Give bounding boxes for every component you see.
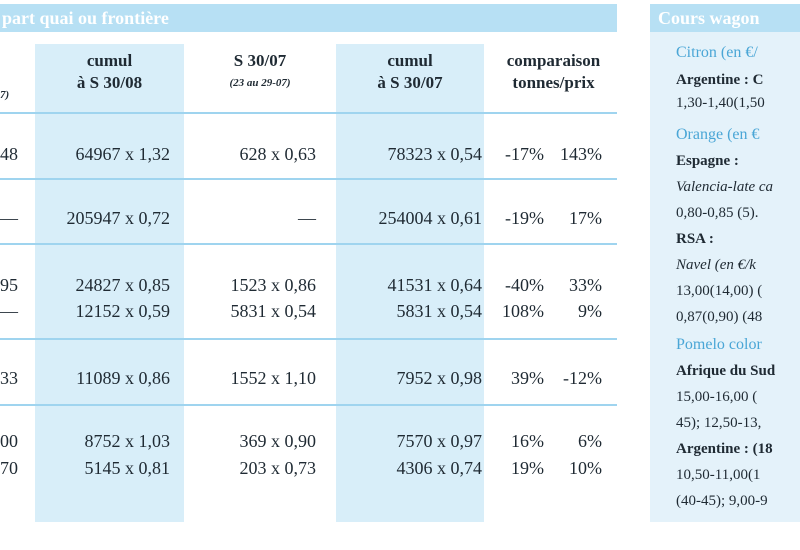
side-line: 10,50-11,00(1 [676,467,761,483]
cell: 1552 x 1,10 [230,368,317,388]
cell: 39% [511,368,544,388]
side-line: 0,80-0,85 (5). [676,205,759,221]
side-line: 13,00(14,00) ( [676,283,763,299]
column-header-2-sub: (23 au 29-07) [229,77,291,89]
column-header-3-line1: cumul [387,51,433,70]
cell: 108% [502,301,544,321]
column-header-2-line1: S 30/07 [233,51,287,70]
column-header-cumul-s3007: cumul à S 30/07 [336,50,484,94]
cell: 70 [0,458,18,478]
side-line: 1,30-1,40(1,50 [676,95,765,111]
cell: 19% [511,458,544,478]
cell: 254004 x 0,61 [378,208,483,228]
cell: 17% [569,208,602,228]
side-line: 45); 12,50-13, [676,415,762,431]
cell: 95 [0,275,18,295]
cell: 33 [0,368,18,388]
side-line: Espagne : [676,153,739,169]
cell: 41531 x 0,64 [387,275,483,295]
cell: 5145 x 0,81 [84,458,171,478]
main-section-header: part quai ou frontière [0,4,617,32]
cell: — [0,301,18,321]
side-line: Navel (en €/k [676,257,756,273]
cell: — [0,208,18,228]
cell: — [298,208,316,228]
cell: 9% [578,301,602,321]
side-line: Citron (en €/ [676,44,758,61]
row-separator [0,243,617,245]
side-line: Argentine : (18 [676,441,773,457]
cell: 10% [569,458,602,478]
cell: -12% [563,368,602,388]
column-header-0: 7) [0,84,12,106]
column-header-s3007: S 30/07 (23 au 29-07) [200,50,320,94]
column-header-4-line2: tonnes/prix [512,73,595,92]
cell: 205947 x 0,72 [66,208,171,228]
cell: 628 x 0,63 [239,144,317,164]
shaded-column-cumul-s3008 [35,44,184,522]
side-line: Afrique du Sud [676,363,776,379]
side-line: Pomelo color [676,336,762,353]
cell: 33% [569,275,602,295]
column-header-4-line1: comparaison [506,51,601,70]
side-line: (40-45); 9,00-9 [676,493,768,509]
column-header-3-line2: à S 30/07 [377,73,443,92]
cell: 16% [511,431,544,451]
side-line: 0,87(0,90) (48 [676,309,763,325]
cell: 5831 x 0,54 [230,301,317,321]
cell: 64967 x 1,32 [75,144,171,164]
row-separator [0,338,617,340]
column-header-comparaison: comparaison tonnes/prix [490,50,617,94]
cell: 8752 x 1,03 [84,431,171,451]
cell: -19% [505,208,544,228]
cell: 203 x 0,73 [239,458,317,478]
row-separator [0,178,617,180]
cell: -17% [505,144,544,164]
column-header-1-line2: à S 30/08 [76,73,143,92]
cell: 48 [0,144,18,164]
cell: 6% [578,431,602,451]
cell: -40% [505,275,544,295]
cell: 24827 x 0,85 [75,275,171,295]
side-line: Orange (en € [676,126,760,143]
cell: 1523 x 0,86 [230,275,317,295]
cell: 7952 x 0,98 [396,368,483,388]
cell: 4306 x 0,74 [396,458,483,478]
side-line: Valencia-late ca [676,179,774,195]
side-line: Argentine : C [676,72,764,88]
cell: 12152 x 0,59 [75,301,171,321]
row-separator [0,112,617,114]
column-header-1-line1: cumul [86,51,133,70]
cell: 7570 x 0,97 [396,431,483,451]
side-section-header: Cours wagon [650,4,800,32]
side-line: RSA : [676,231,714,247]
side-line: 15,00-16,00 ( [676,389,758,405]
cell: 369 x 0,90 [239,431,317,451]
shaded-column-cumul-s3007 [336,44,484,522]
cell: 78323 x 0,54 [387,144,483,164]
column-header-0-sub: 7) [0,89,10,101]
side-panel-cours-wagon: Citron (en €/ Argentine : C 1,30-1,40(1,… [650,32,800,522]
cell: 143% [560,144,602,164]
column-header-cumul-s3008: cumul à S 30/08 [35,50,184,94]
cell: 5831 x 0,54 [396,301,483,321]
row-separator [0,404,617,406]
cell: 00 [0,431,18,451]
cell: 11089 x 0,86 [76,368,170,388]
